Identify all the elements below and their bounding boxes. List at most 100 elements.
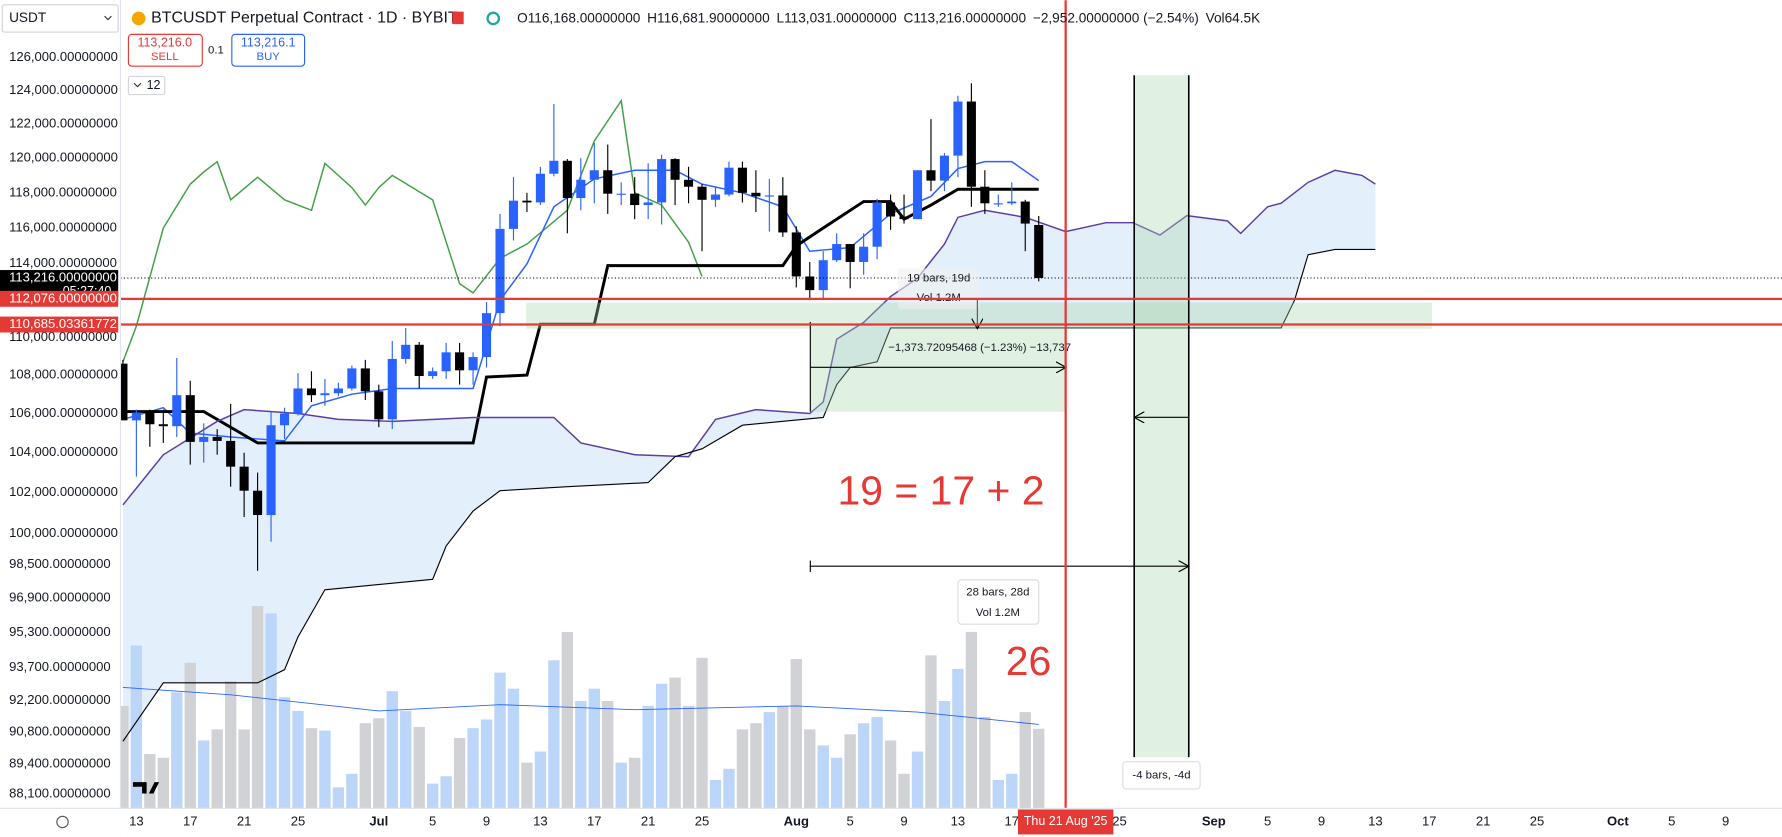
x-tick-label: 13: [129, 813, 144, 828]
measure-vol: Vol 1.2M: [976, 607, 1020, 619]
candle-body: [764, 195, 774, 197]
y-tick-label: 104,000.00000000: [9, 444, 118, 459]
settings-icon[interactable]: [56, 815, 69, 829]
candle-body: [657, 159, 667, 203]
candle-body: [589, 170, 599, 180]
volume-bar: [561, 631, 574, 809]
volume-bar: [669, 677, 681, 809]
sell-button[interactable]: [127, 33, 203, 67]
candle-body: [266, 425, 276, 516]
toolbar: USDT BTCUSDT Perpetual Contract · 1D · B…: [1, 4, 1260, 96]
volume-key: Vol: [1206, 10, 1225, 25]
volume-bar: [575, 700, 587, 809]
candle-body: [1007, 201, 1017, 204]
measure-range: −1,373.72095468 (−1.23%) −13,737: [888, 342, 1071, 354]
volume-bar: [346, 773, 358, 809]
candle-body: [441, 352, 451, 372]
volume-bar: [521, 762, 533, 809]
volume-bar: [642, 705, 654, 809]
candle-body: [293, 388, 303, 414]
x-tick-label: 13: [533, 813, 548, 828]
volume-bar: [157, 757, 169, 809]
close-key: C: [904, 10, 914, 25]
volume-bar: [184, 662, 196, 809]
volume-bar: [992, 779, 1004, 809]
x-tick-label: 5: [429, 813, 436, 828]
candle-body: [791, 232, 801, 277]
candle-body: [724, 167, 734, 195]
indicators-toggle[interactable]: [127, 75, 166, 96]
flag-icon[interactable]: [452, 11, 464, 25]
volume-bar: [884, 740, 897, 809]
volume-bar: [453, 738, 466, 809]
candle-body: [495, 228, 505, 314]
candle-body: [387, 358, 397, 420]
crosshair-label-box: [1017, 809, 1114, 835]
y-tick-label: 93,700.00000000: [9, 659, 111, 674]
candle-body: [158, 424, 168, 427]
price-level-label: 110,685.03361772: [9, 316, 117, 331]
volume-bar: [1006, 773, 1018, 809]
volume-bar: [265, 613, 277, 809]
volume-bar: [426, 783, 439, 809]
candle-body: [845, 244, 855, 262]
price-level-label: 112,076.00000000: [9, 290, 117, 305]
x-tick-label: 5: [1668, 813, 1675, 828]
candle-body: [549, 160, 559, 174]
candle-body: [697, 186, 707, 200]
volume-bar: [292, 710, 304, 809]
volume-bar: [548, 660, 560, 809]
volume-bar: [494, 672, 506, 809]
candle-body: [966, 101, 976, 187]
buy-button[interactable]: [231, 33, 306, 67]
candle-body: [333, 388, 343, 394]
volume-bar: [979, 717, 991, 809]
x-tick-label: 25: [1530, 813, 1545, 828]
volume-bar: [480, 719, 493, 809]
volume-bar: [844, 734, 856, 809]
volume-bar: [857, 723, 870, 809]
candle-body: [468, 357, 478, 371]
candle-body: [630, 193, 640, 206]
x-tick-label: Jul: [369, 813, 388, 828]
candle-body: [226, 440, 236, 467]
quantity[interactable]: 0.1: [208, 44, 224, 56]
currency-select[interactable]: [1, 4, 119, 33]
candle-body: [253, 490, 263, 516]
volume-bar: [925, 655, 937, 809]
sell-label: SELL: [151, 51, 179, 63]
volume-bar: [507, 688, 520, 809]
candle-body: [455, 352, 465, 371]
candle-body: [818, 260, 828, 291]
y-tick-label: 106,000.00000000: [9, 405, 118, 420]
volume-bar: [615, 762, 627, 809]
y-tick-label: 92,200.00000000: [9, 692, 111, 707]
volume-bar: [238, 729, 250, 809]
chevron: [104, 15, 112, 21]
time-axis: 13 17 21 25 Jul 5 9 13 17 21 25 Aug 5 9 13 17 25 Sep 5 9 13 1…: [129, 813, 1729, 828]
symbol[interactable]: BTCUSDT Perpetual Contract · 1D · BYBIT: [151, 10, 458, 27]
x-tick-label: 17: [183, 813, 198, 828]
y-tick-label: 110,000.00000000: [9, 329, 117, 344]
candle-body: [832, 244, 842, 261]
candle-body: [562, 160, 572, 199]
indicator-line: [122, 98, 703, 363]
x-tick-label: 5: [1264, 813, 1271, 828]
volume-bar: [359, 723, 372, 809]
buy-price: 113,216.1: [241, 36, 296, 50]
volume-bar: [629, 757, 641, 809]
y-tick-label: 98,500.00000000: [9, 556, 111, 571]
high: 116,681.90000000: [657, 10, 770, 25]
annotation-equation: 19 = 17 + 2: [838, 467, 1045, 513]
y-tick-label: 118,000.00000000: [9, 184, 117, 199]
y-tick-label: 116,000.00000000: [9, 219, 117, 234]
candle-body: [953, 101, 963, 156]
volume-bar: [251, 606, 264, 809]
candle-body: [980, 186, 990, 204]
candle-body: [428, 371, 438, 377]
x-tick-label: 21: [237, 813, 252, 828]
candle-body: [212, 436, 222, 441]
volume-bar: [144, 754, 156, 809]
ohlc: O116,168.00000000 H116,681.90000000 L113,0…: [517, 10, 1260, 25]
